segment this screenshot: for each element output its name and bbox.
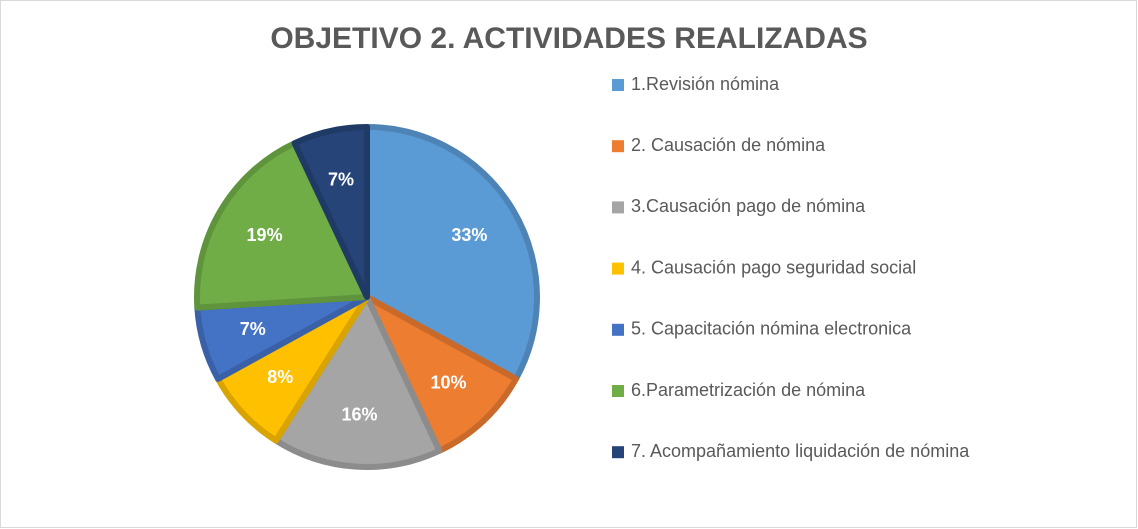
legend-swatch [612,323,624,336]
data-label: 33% [451,225,487,245]
pie-slice [364,294,519,454]
legend-label: 7. Acompañamiento liquidación de nómina [631,441,970,461]
legend-swatch [612,385,624,397]
chart-title: OBJETIVO 2. ACTIVIDADES REALIZADAS [270,22,867,55]
pie-slice [272,294,443,470]
legend-label: 5. Capacitación nómina electronica [631,319,912,339]
data-label: 19% [247,225,283,245]
pie-slice [291,124,370,300]
legend-label: 2. Causación de nómina [631,135,826,155]
data-label: 8% [267,367,293,387]
data-label: 7% [240,319,266,339]
data-label: 16% [342,405,378,425]
legend-swatch [612,446,624,459]
data-label: 7% [328,170,354,190]
legend-swatch [612,201,624,214]
legend-label: 6.Parametrización de nómina [631,380,866,400]
legend-label: 3.Causación pago de nómina [631,196,866,216]
pie-slice [364,124,540,382]
data-label: 10% [430,372,466,392]
legend-swatch [612,140,624,153]
pie-slice [194,140,370,311]
legend-label: 4. Causación pago seguridad social [631,257,916,277]
legend-swatch [612,79,624,91]
legend-label: 1.Revisión nómina [631,74,780,94]
legend-swatch [612,262,624,275]
